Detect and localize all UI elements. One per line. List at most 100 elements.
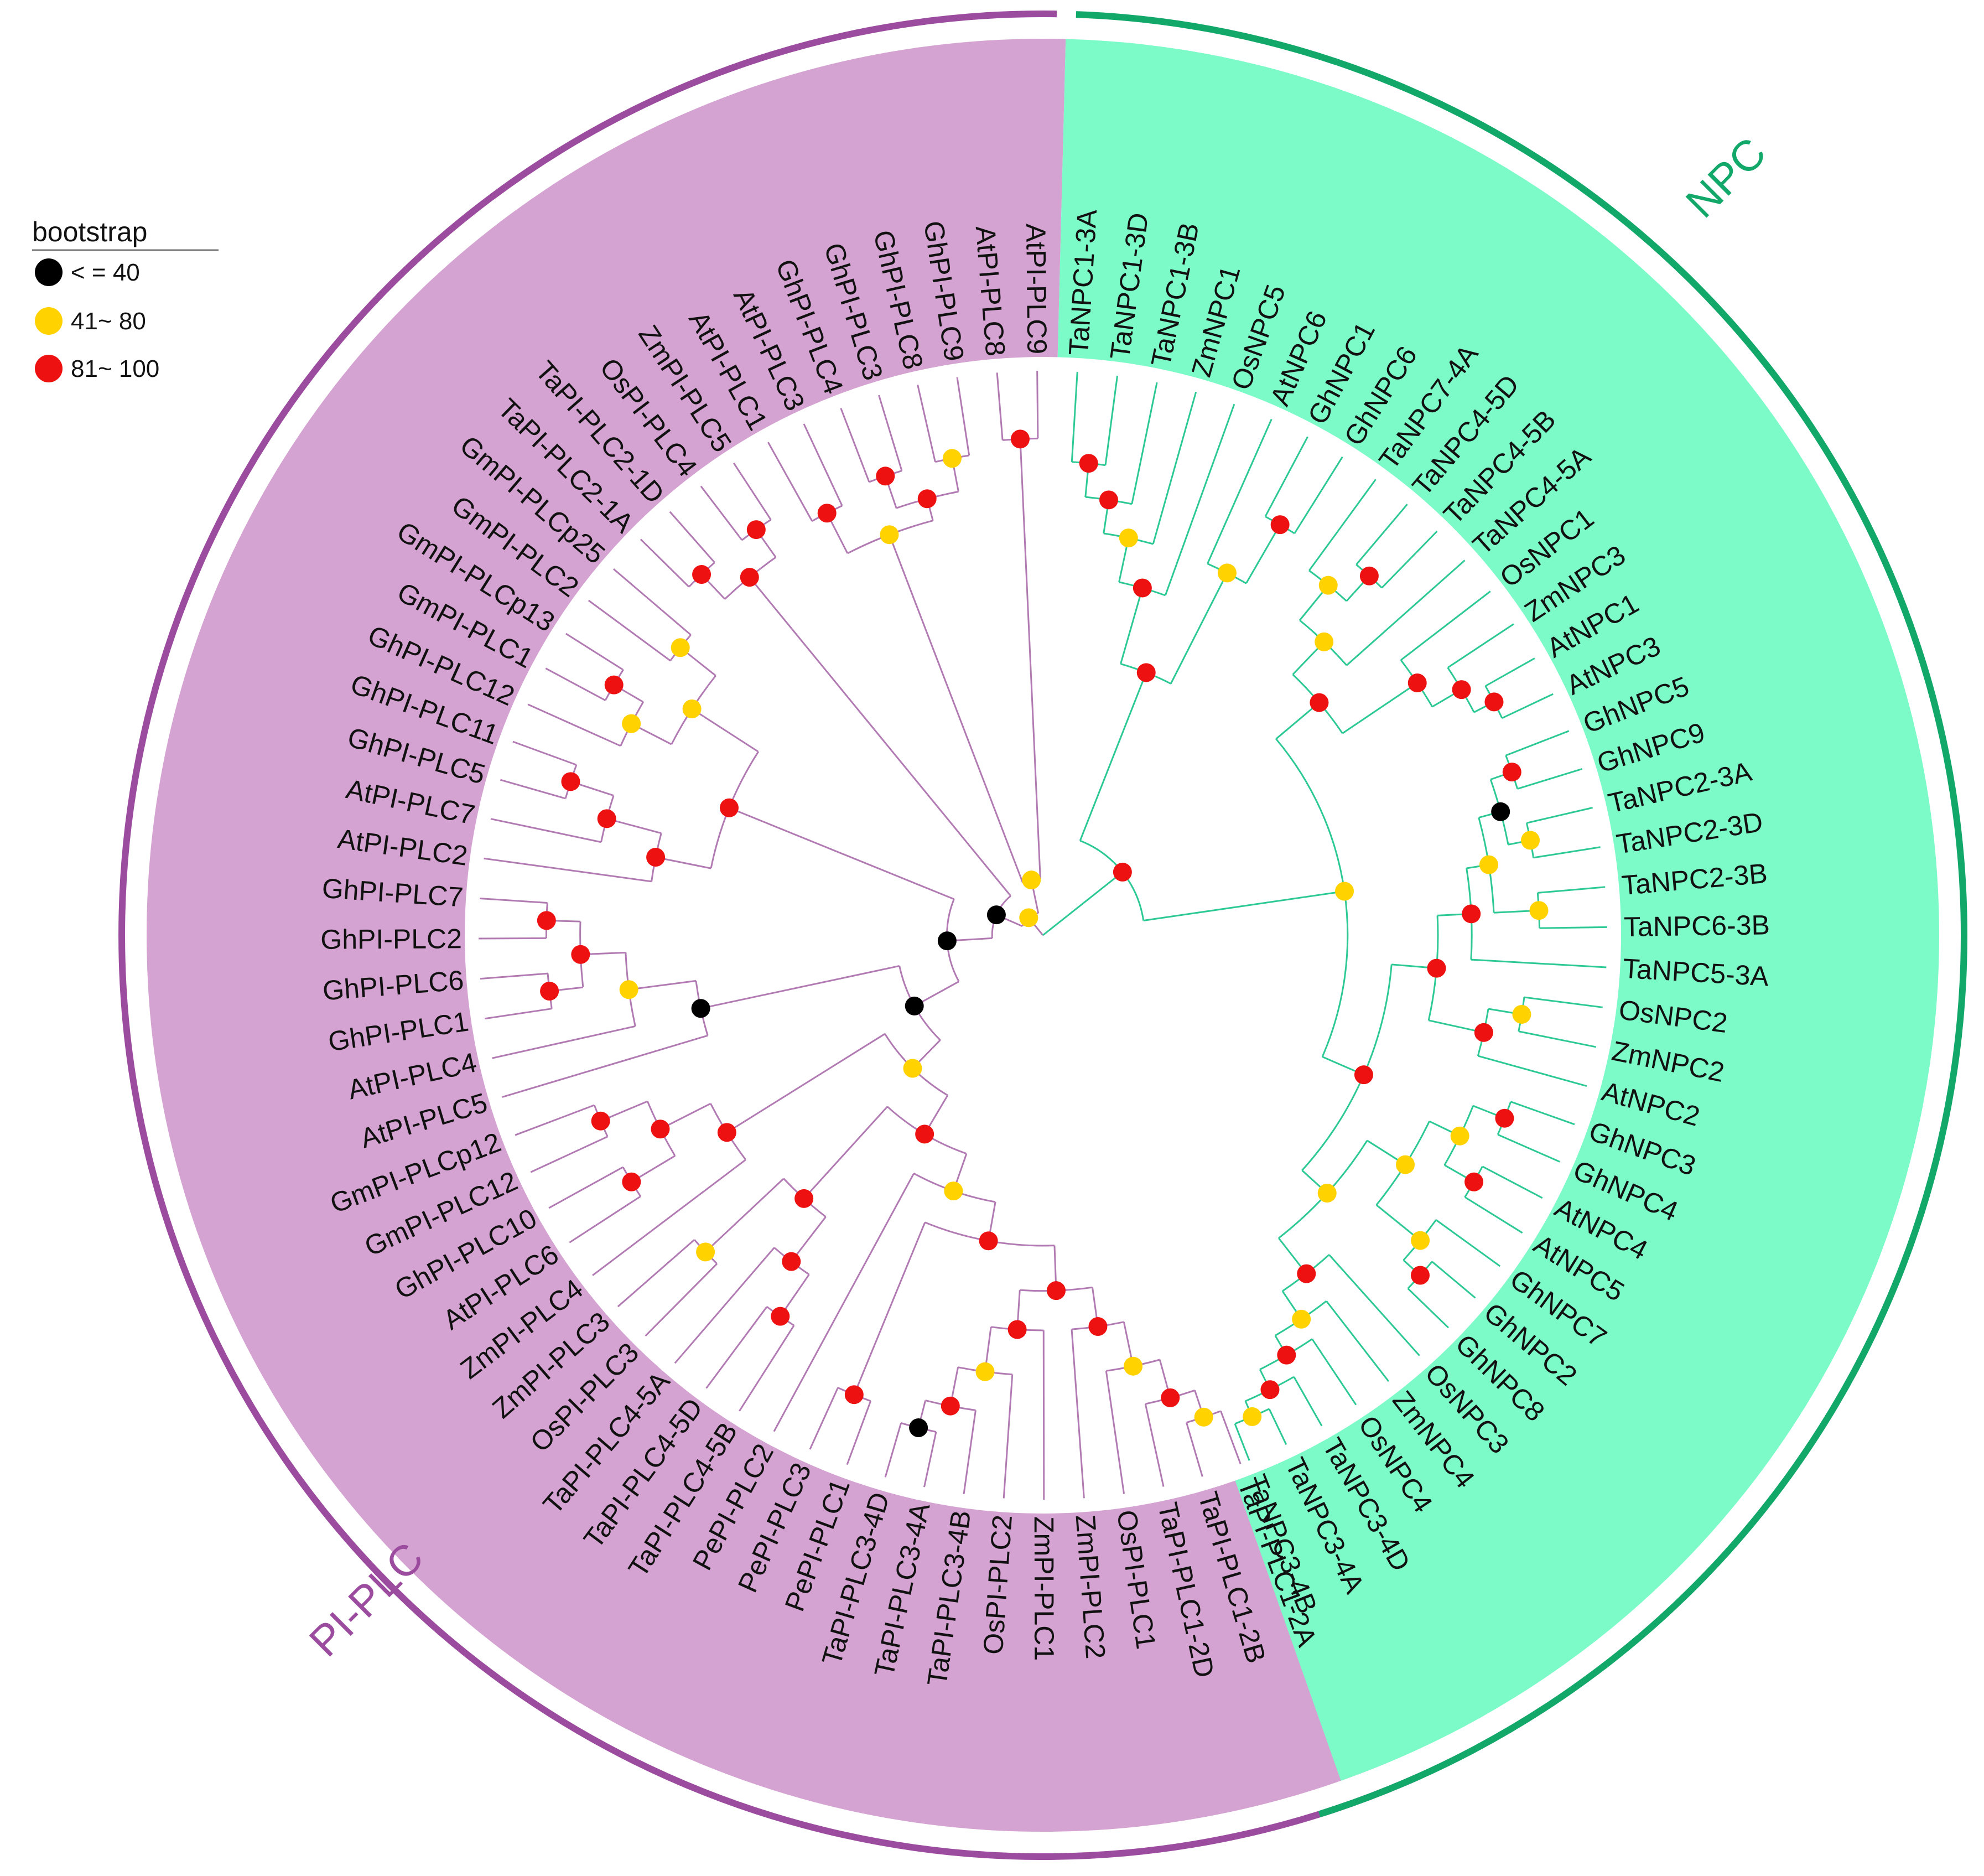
pi-plc-clade-label: PI-PLC <box>300 1533 433 1666</box>
branch-stem <box>1164 403 1235 596</box>
bootstrap-dot <box>561 772 580 791</box>
bootstrap-dot <box>691 999 710 1018</box>
branch-stem <box>917 385 936 462</box>
branch-stem <box>500 779 566 800</box>
branch-stem <box>1308 479 1377 571</box>
branch-stem <box>480 897 548 904</box>
branch-stem <box>548 1166 624 1209</box>
branch-stem <box>1346 559 1466 666</box>
branch-stem <box>588 599 671 662</box>
bootstrap-dot <box>1396 1155 1415 1174</box>
branch-stem <box>612 568 692 636</box>
bootstrap-dot <box>1133 578 1152 598</box>
bootstrap-dot <box>986 905 1006 925</box>
branch-stem <box>1079 672 1147 841</box>
branch-stem <box>705 1178 785 1253</box>
bootstrap-dot <box>1464 1172 1484 1191</box>
branch-stem <box>1234 1423 1250 1461</box>
branch-stem <box>1510 1101 1575 1126</box>
bootstrap-dot <box>591 1111 610 1131</box>
branch-stem <box>1019 439 1041 879</box>
bootstrap-markers <box>537 429 1549 1438</box>
bootstrap-dot <box>597 809 616 828</box>
bootstrap-dot <box>1297 1264 1316 1283</box>
branch-stem <box>1220 1411 1242 1464</box>
branch-stem <box>1131 382 1158 505</box>
bootstrap-dot <box>1260 1380 1280 1400</box>
branch-stem <box>700 485 743 541</box>
bootstrap-dot <box>1410 1266 1430 1285</box>
bootstrap-dot <box>1495 1108 1514 1128</box>
branch-stem <box>1400 590 1491 661</box>
bootstrap-dot <box>1450 1126 1469 1146</box>
branch-stem <box>1104 375 1119 465</box>
branch-stem <box>674 1247 775 1364</box>
branch-stem <box>803 1106 889 1199</box>
bootstrap-dot <box>1359 566 1379 585</box>
branch-stem <box>545 667 606 701</box>
branch-stem <box>1042 871 1123 936</box>
bootstrap-dot <box>540 981 559 1001</box>
branch-stem <box>1264 436 1308 517</box>
branch-stem <box>1120 588 1144 665</box>
bootstrap-dot <box>1317 1184 1337 1203</box>
bootstrap-dot <box>794 1189 814 1208</box>
branch-stem <box>1036 371 1039 439</box>
branch-stem <box>479 937 547 940</box>
bootstrap-dot <box>1277 1345 1296 1365</box>
bootstrap-dot <box>1010 429 1030 449</box>
bootstrap-dot <box>1318 576 1338 595</box>
bootstrap-dot <box>817 504 837 523</box>
branch-stem <box>729 807 954 900</box>
bootstrap-dot <box>717 1123 736 1142</box>
branch-stem <box>1539 926 1607 929</box>
pi-plc-ring <box>118 11 1419 1860</box>
bootstrap-dot <box>1022 870 1041 890</box>
branch-stem <box>1533 846 1601 859</box>
branch-stem <box>1071 1329 1085 1499</box>
bootstrap-dot <box>1354 1065 1373 1085</box>
bootstrap-dot <box>1007 1320 1027 1339</box>
branch-stem <box>1482 1165 1543 1199</box>
bootstrap-dot <box>915 1124 934 1144</box>
legend-swatch-low <box>35 258 63 286</box>
bootstrap-dot <box>844 1385 864 1405</box>
branch-stem <box>726 1033 886 1133</box>
branch-stem <box>840 408 870 483</box>
branch-stem <box>739 1325 795 1412</box>
branch-stem <box>1355 504 1408 566</box>
branch-stem <box>846 1401 871 1465</box>
branch-stem <box>1464 1196 1523 1234</box>
branch-stem <box>1105 1371 1125 1494</box>
branch-stem <box>691 708 759 753</box>
bootstrap-dot <box>937 931 957 951</box>
bootstrap-dot <box>1292 1309 1311 1329</box>
branch-stem <box>1431 1261 1476 1299</box>
branch-stem <box>1502 693 1554 719</box>
bootstrap-dot <box>1408 673 1427 693</box>
branch-stem <box>484 857 652 883</box>
branch-stem <box>884 1423 902 1478</box>
bootstrap-dot <box>1512 1004 1531 1024</box>
branch-stem <box>490 818 601 843</box>
bootstrap-dot <box>622 1172 641 1191</box>
bootstrap-dot <box>876 467 895 486</box>
branch-stem <box>956 377 970 456</box>
leaf-label: AtPI-PLC9 <box>1020 224 1052 355</box>
branch-stem <box>484 1008 552 1020</box>
bootstrap-dot <box>651 1120 670 1139</box>
bootstrap-dot <box>604 675 624 695</box>
bootstrap-dot <box>905 996 924 1015</box>
bootstrap-dot <box>1270 515 1290 535</box>
branch-stem <box>1003 1374 1014 1499</box>
branch-stem <box>1524 996 1603 1008</box>
bootstrap-dot <box>537 911 556 930</box>
bootstrap-dot <box>1502 763 1521 782</box>
branch-stem <box>1407 1288 1450 1329</box>
legend-label-high: 81~ 100 <box>71 355 159 382</box>
bootstrap-dot <box>1217 563 1237 583</box>
branch-stem <box>1471 958 1607 968</box>
branch-stem <box>1538 886 1606 894</box>
branch-stem <box>1293 1376 1323 1427</box>
